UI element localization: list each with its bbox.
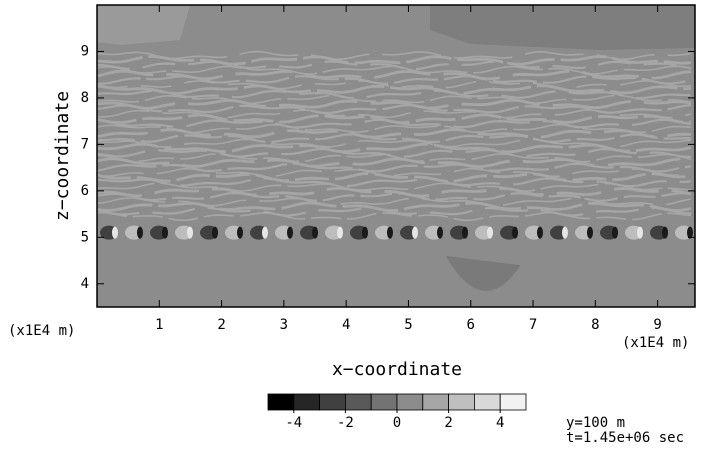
field-blob <box>637 226 643 239</box>
field-stripe <box>97 109 692 119</box>
field-blob <box>237 226 243 239</box>
y-unit: (x1E4 m) <box>622 335 689 351</box>
x-unit: (x1E4 m) <box>8 323 75 339</box>
field-stripe <box>97 89 691 100</box>
y-tick-label: 6 <box>81 183 89 199</box>
field-stripe <box>97 182 692 192</box>
x-tick-label: 1 <box>155 317 163 333</box>
colorbar-tick-label: -2 <box>337 415 354 431</box>
x-tick-label: 5 <box>404 317 412 333</box>
y-axis-title: z−coordinate <box>52 91 73 221</box>
field-blob <box>312 226 318 239</box>
x-tick-label: 2 <box>217 317 225 333</box>
x-tick-label: 7 <box>529 317 537 333</box>
y-tick-label: 4 <box>81 276 89 292</box>
field-stripe <box>97 50 692 61</box>
field-stripe <box>97 128 692 139</box>
colorbar-box <box>293 393 320 411</box>
field-stripe <box>97 157 692 169</box>
field-blob <box>287 226 293 239</box>
annotation: t=1.45e+06 sec <box>566 430 684 446</box>
field-blob <box>662 226 668 239</box>
y-tick-label: 9 <box>81 43 89 59</box>
field-blob <box>337 226 343 239</box>
field-stripe <box>97 211 692 222</box>
field-stripe <box>97 142 692 154</box>
field-region <box>445 255 521 291</box>
plot-frame <box>96 4 696 308</box>
field-blob <box>187 226 193 239</box>
field-blob <box>462 226 468 239</box>
x-axis-title: x−coordinate <box>332 359 462 380</box>
field-stripe <box>97 79 692 90</box>
colorbar-box <box>344 393 372 411</box>
colorbar-box <box>370 393 398 411</box>
x-tick-label: 6 <box>467 317 475 333</box>
field-blob <box>412 226 418 239</box>
field-stripe <box>97 54 692 66</box>
field-blob <box>162 226 168 239</box>
colorbar-box <box>448 393 475 411</box>
field-stripe <box>97 177 692 188</box>
colorbar-tick-label: 4 <box>496 415 504 431</box>
x-tick-label: 8 <box>591 317 599 333</box>
field-blob <box>137 226 143 239</box>
field-blob <box>212 226 218 239</box>
field-stripe <box>97 172 692 183</box>
field-stripe <box>97 153 692 163</box>
field-stripe <box>97 191 692 203</box>
y-tick-label: 5 <box>81 229 89 245</box>
field-blob <box>387 226 393 239</box>
colorbar-tick-label: 2 <box>444 415 452 431</box>
contour-field <box>97 5 695 307</box>
y-tick-label: 7 <box>81 136 89 152</box>
x-tick-label: 3 <box>280 317 288 333</box>
field-blob <box>112 226 118 239</box>
field-stripe <box>97 65 692 75</box>
field-blob <box>487 226 493 239</box>
field-stripe <box>97 84 692 96</box>
x-tick-label: 9 <box>653 317 661 333</box>
field-stripe <box>97 123 692 134</box>
colorbar-box <box>319 393 346 411</box>
field-stripe <box>97 69 692 81</box>
field-blob <box>437 226 443 239</box>
field-stripe <box>97 206 692 217</box>
field-stripe <box>97 186 692 198</box>
field-blob <box>587 226 593 239</box>
field-blob <box>687 226 693 239</box>
y-tick-label: 8 <box>81 90 89 106</box>
colorbar-tick-label: 0 <box>393 415 401 431</box>
field-stripe <box>97 133 692 144</box>
colorbar-tick-label: -4 <box>285 415 302 431</box>
field-blob <box>537 226 543 239</box>
colorbar-box <box>499 393 527 411</box>
field-blob <box>512 226 518 239</box>
colorbar-box <box>473 393 501 411</box>
field-blob <box>612 226 618 239</box>
field-blob <box>562 226 568 239</box>
field-stripe <box>97 94 692 105</box>
field-stripe <box>97 103 692 115</box>
field-stripe <box>97 147 691 158</box>
field-stripe <box>97 138 692 148</box>
x-tick-label: 4 <box>342 317 350 333</box>
field-blob <box>262 226 268 239</box>
colorbar-box <box>267 393 295 411</box>
field-stripe <box>97 98 692 110</box>
annotation: y=100 m <box>566 415 625 431</box>
colorbar-box <box>396 393 424 411</box>
colorbar-box <box>422 393 449 411</box>
field-stripe <box>97 60 692 71</box>
field-blob <box>362 226 368 239</box>
field-stripe <box>97 113 692 125</box>
